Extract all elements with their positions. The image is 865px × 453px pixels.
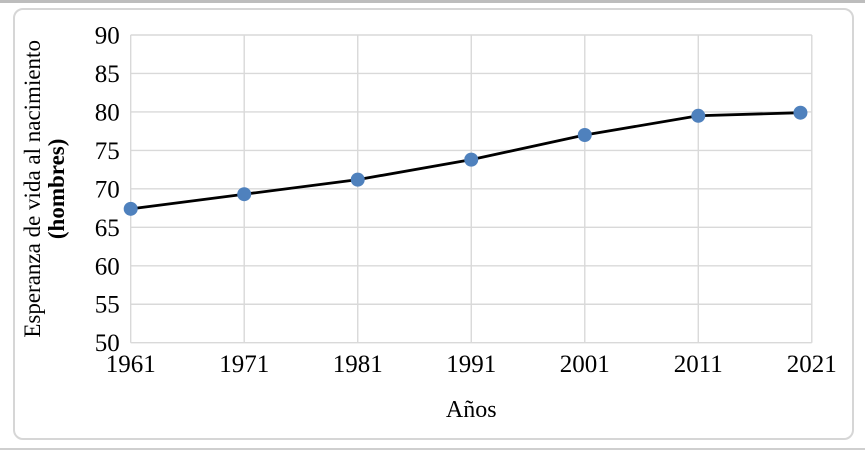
page-edge-bottom-line	[0, 448, 865, 450]
y-tick-label: 75	[95, 138, 120, 165]
y-tick-label: 90	[95, 23, 120, 50]
y-tick-label: 60	[95, 253, 120, 280]
y-axis-title-line1: Esperanza de vida al nacimiento	[20, 40, 45, 338]
page-edge-top-line	[0, 0, 865, 3]
figure-border	[13, 8, 854, 440]
x-tick-label: 2001	[560, 351, 610, 378]
x-tick-label: 2011	[674, 351, 723, 378]
x-axis-title: Años	[446, 397, 497, 423]
data-point-marker	[123, 201, 138, 216]
data-point-marker	[691, 108, 706, 123]
x-tick-label: 1981	[333, 351, 383, 378]
x-tick-label: 1961	[106, 351, 156, 378]
y-tick-label: 50	[95, 330, 120, 357]
y-tick-label: 80	[95, 99, 120, 126]
y-tick-label: 65	[95, 215, 120, 242]
y-tick-label: 70	[95, 176, 120, 203]
y-tick-label: 55	[95, 292, 120, 319]
data-point-marker	[350, 172, 365, 187]
x-tick-label: 1991	[446, 351, 496, 378]
data-point-marker	[793, 105, 808, 120]
y-axis-title-line2: (hombres)	[44, 139, 69, 240]
y-tick-label: 85	[95, 61, 120, 88]
x-tick-label: 2021	[787, 351, 837, 378]
x-tick-label: 1971	[219, 351, 269, 378]
data-point-marker	[577, 128, 592, 143]
data-point-marker	[464, 152, 479, 167]
data-point-marker	[237, 187, 252, 202]
